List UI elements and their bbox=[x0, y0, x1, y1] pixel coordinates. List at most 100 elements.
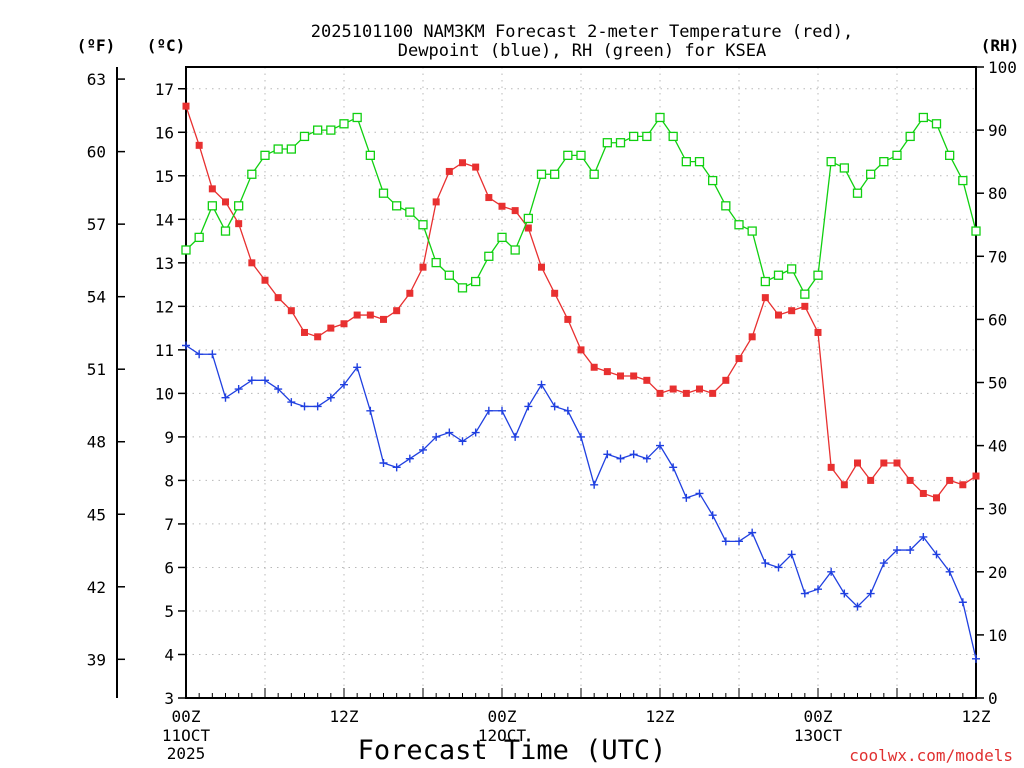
data-point bbox=[721, 537, 730, 546]
data-point bbox=[511, 207, 519, 215]
data-point bbox=[696, 385, 703, 393]
data-point bbox=[695, 489, 704, 498]
data-point bbox=[971, 226, 981, 236]
data-point bbox=[629, 131, 639, 142]
data-point bbox=[945, 567, 954, 576]
data-point bbox=[840, 589, 849, 598]
data-point bbox=[392, 201, 402, 211]
data-point bbox=[839, 163, 849, 173]
celsius-tick-label: 10 bbox=[155, 384, 174, 403]
data-point bbox=[694, 156, 705, 167]
data-point bbox=[800, 289, 810, 299]
data-point bbox=[669, 385, 677, 393]
series-rh bbox=[181, 112, 981, 299]
data-point bbox=[801, 302, 809, 310]
data-point bbox=[301, 328, 308, 336]
data-point bbox=[182, 341, 190, 350]
data-point bbox=[708, 511, 717, 520]
fahrenheit-tick-label: 51 bbox=[87, 360, 106, 379]
data-point bbox=[182, 102, 190, 110]
data-point bbox=[602, 138, 612, 148]
rh-tick-label: 90 bbox=[988, 121, 1007, 140]
data-point bbox=[826, 156, 836, 167]
data-point bbox=[523, 213, 533, 224]
data-point bbox=[721, 201, 731, 211]
data-point bbox=[392, 463, 401, 472]
data-point bbox=[352, 112, 362, 123]
date-label: 13OCT bbox=[794, 726, 843, 745]
data-point bbox=[892, 150, 902, 160]
data-point bbox=[813, 270, 823, 280]
data-point bbox=[261, 276, 269, 284]
data-point bbox=[273, 144, 283, 154]
data-point bbox=[563, 406, 572, 415]
data-point bbox=[854, 459, 861, 467]
data-point bbox=[681, 156, 691, 167]
data-point bbox=[958, 175, 968, 186]
data-point bbox=[866, 589, 875, 598]
data-point bbox=[498, 406, 506, 415]
rh-tick-label: 80 bbox=[988, 184, 1007, 203]
rh-tick-label: 100 bbox=[988, 58, 1017, 77]
data-point bbox=[643, 376, 651, 384]
data-point bbox=[405, 207, 415, 217]
data-point bbox=[418, 220, 428, 230]
celsius-tick-label: 3 bbox=[164, 689, 174, 708]
data-point bbox=[458, 437, 467, 446]
data-point bbox=[603, 368, 611, 376]
data-point bbox=[286, 144, 296, 154]
data-point bbox=[577, 346, 585, 354]
rh-tick-label: 30 bbox=[988, 500, 1007, 519]
celsius-unit-label: (ºC) bbox=[147, 36, 186, 55]
data-point bbox=[287, 398, 296, 407]
data-point bbox=[471, 428, 480, 437]
data-point bbox=[669, 463, 678, 472]
data-point bbox=[313, 125, 323, 135]
data-point bbox=[563, 150, 573, 160]
data-point bbox=[457, 283, 468, 293]
data-point bbox=[208, 350, 217, 359]
data-point bbox=[472, 163, 480, 171]
fahrenheit-unit-label: (ºF) bbox=[77, 36, 116, 55]
fahrenheit-tick-label: 48 bbox=[87, 433, 106, 452]
data-point bbox=[234, 201, 244, 211]
data-point bbox=[972, 654, 980, 663]
data-point bbox=[918, 112, 928, 123]
rh-tick-label: 60 bbox=[988, 310, 1007, 329]
data-point bbox=[800, 589, 809, 598]
data-point bbox=[919, 532, 928, 541]
series-2-meter-temperature bbox=[182, 102, 980, 502]
data-point bbox=[327, 324, 335, 332]
data-point bbox=[299, 131, 310, 142]
data-point bbox=[827, 567, 836, 576]
data-point bbox=[340, 380, 348, 389]
data-point bbox=[590, 480, 599, 489]
data-point bbox=[734, 220, 744, 230]
celsius-tick-label: 8 bbox=[164, 471, 174, 490]
data-point bbox=[261, 376, 269, 385]
data-point bbox=[852, 188, 863, 198]
x-axis-title: Forecast Time (UTC) bbox=[358, 735, 667, 766]
data-point bbox=[484, 406, 493, 415]
data-point bbox=[682, 493, 691, 502]
data-point bbox=[880, 459, 888, 467]
data-point bbox=[444, 270, 454, 280]
data-point bbox=[906, 546, 915, 555]
data-point bbox=[510, 245, 520, 255]
credit-link[interactable]: coolwx.com/models bbox=[849, 746, 1013, 765]
data-point bbox=[339, 119, 349, 129]
data-point bbox=[867, 476, 875, 484]
fahrenheit-tick-label: 54 bbox=[87, 288, 106, 307]
data-point bbox=[366, 406, 375, 415]
data-point bbox=[827, 463, 835, 471]
data-point bbox=[630, 372, 638, 380]
fahrenheit-tick-label: 60 bbox=[87, 143, 106, 162]
data-point bbox=[235, 220, 243, 228]
data-point bbox=[459, 159, 466, 167]
data-point bbox=[906, 476, 914, 484]
time-tick-label: 00Z bbox=[172, 707, 201, 726]
series-layer bbox=[181, 102, 981, 663]
data-point bbox=[353, 363, 362, 372]
data-point bbox=[379, 459, 388, 468]
